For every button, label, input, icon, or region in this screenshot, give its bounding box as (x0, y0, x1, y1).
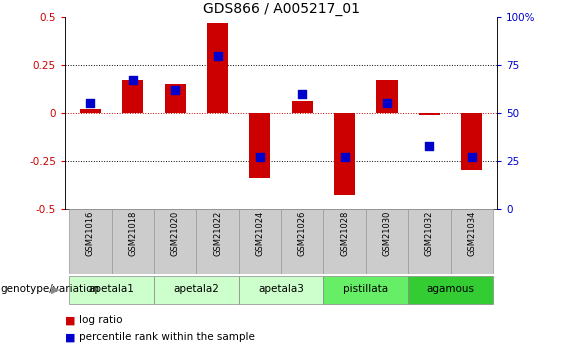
Point (255, 154, 264, 160)
Point (383, 101, 392, 106)
Text: GSM21034: GSM21034 (467, 211, 476, 256)
Text: GSM21030: GSM21030 (383, 211, 392, 256)
Bar (451, 209, 493, 274)
Text: log ratio: log ratio (79, 315, 123, 325)
Point (467, 154, 476, 160)
Text: GSM21022: GSM21022 (213, 211, 222, 256)
Text: apetala3: apetala3 (258, 284, 304, 294)
Title: GDS866 / A005217_01: GDS866 / A005217_01 (203, 2, 359, 16)
Text: GSM21024: GSM21024 (255, 211, 264, 256)
Bar (69, 209, 112, 274)
Bar (281, 209, 323, 274)
Text: GSM21016: GSM21016 (86, 211, 95, 256)
Text: apetala1: apetala1 (89, 284, 134, 294)
Text: agamous: agamous (427, 284, 475, 294)
Point (213, 53, 222, 58)
Text: ▶: ▶ (51, 284, 59, 294)
Bar (461, 113, 483, 170)
Bar (419, 113, 440, 115)
Text: pistillata: pistillata (344, 284, 388, 294)
Bar (154, 209, 197, 274)
Point (171, 87, 180, 93)
Bar (334, 113, 355, 195)
Bar (207, 23, 228, 113)
Point (128, 78, 137, 83)
Text: ■: ■ (65, 315, 76, 325)
Bar (112, 209, 154, 274)
Bar (376, 80, 398, 113)
Text: genotype/variation: genotype/variation (1, 284, 99, 294)
Point (86, 101, 95, 106)
Text: apetala2: apetala2 (173, 284, 219, 294)
Point (340, 154, 349, 160)
Bar (154, 276, 238, 304)
Point (298, 91, 307, 97)
Bar (323, 209, 366, 274)
Text: GSM21020: GSM21020 (171, 211, 180, 256)
Bar (366, 209, 408, 274)
Bar (238, 276, 323, 304)
Bar (408, 276, 493, 304)
Bar (164, 84, 186, 113)
Bar (122, 80, 144, 113)
Text: GSM21028: GSM21028 (340, 211, 349, 256)
Point (425, 143, 434, 148)
Text: ■: ■ (65, 333, 76, 342)
Text: GSM21018: GSM21018 (128, 211, 137, 256)
Bar (197, 209, 238, 274)
Bar (323, 276, 408, 304)
Text: GSM21026: GSM21026 (298, 211, 307, 256)
Bar (80, 109, 101, 113)
Bar (238, 209, 281, 274)
Text: GSM21032: GSM21032 (425, 211, 434, 256)
Bar (249, 113, 271, 178)
Text: percentile rank within the sample: percentile rank within the sample (79, 333, 255, 342)
Bar (69, 276, 154, 304)
Bar (408, 209, 451, 274)
Bar (292, 101, 313, 113)
